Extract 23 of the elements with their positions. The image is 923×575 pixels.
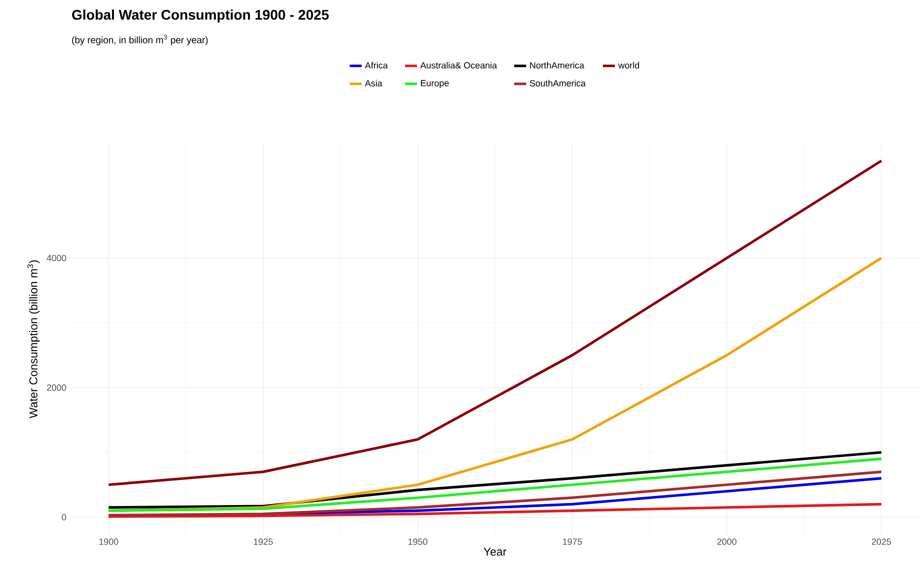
y-axis-title: Water Consumption (billion m$^{3}$) [27, 260, 40, 418]
x-tick-label: 1925 [254, 538, 273, 545]
legend-label: world [618, 62, 640, 68]
y-tick-label: 2000 [46, 384, 66, 391]
x-tick-label: 2000 [717, 538, 736, 545]
x-tick-label: 2025 [872, 538, 891, 545]
legend-label: Asia [364, 80, 382, 86]
y-tick-label: 4000 [46, 254, 66, 262]
line-series [107, 470, 883, 517]
legend-label: Africa [364, 62, 388, 68]
chart-subtitle: (by region, in billion m$^{3}$ per year) [72, 34, 208, 46]
x-tick-label: 1975 [563, 538, 582, 545]
x-axis-title: Year [484, 548, 506, 556]
line-series [107, 451, 883, 509]
legend-label: NorthAmerica [530, 62, 584, 68]
y-tick-label: 0 [62, 514, 66, 520]
chart-title: Global Water Consumption 1900 - 2025 [72, 9, 329, 22]
x-tick-label: 1950 [408, 538, 428, 545]
line-series [107, 458, 883, 512]
x-tick-label: 1900 [99, 538, 118, 545]
legend-label: Australia& Oceania [420, 62, 497, 68]
legend-label: SouthAmerica [530, 80, 586, 86]
legend-label: Europe [420, 80, 449, 88]
